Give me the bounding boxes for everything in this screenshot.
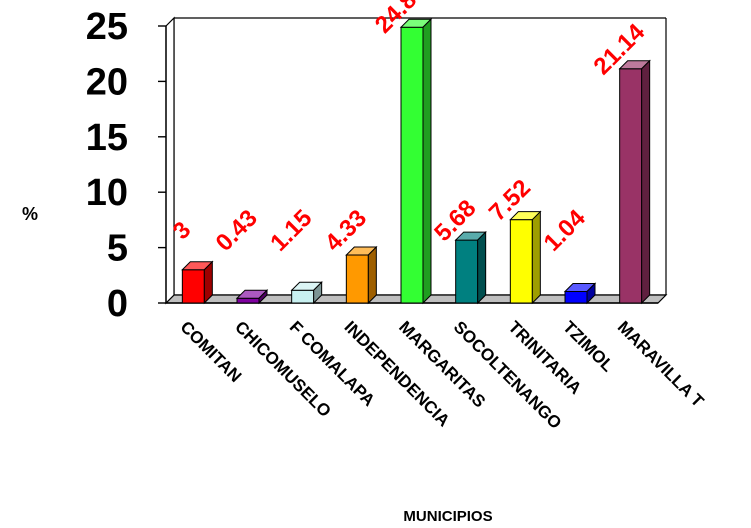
y-axis-title: % <box>22 204 38 224</box>
bar <box>399 18 433 305</box>
bar-side <box>586 282 596 305</box>
bar <box>454 230 487 305</box>
bar-side <box>313 281 323 305</box>
bar-front <box>509 219 533 304</box>
category-label: CHICOMUSELO <box>231 317 335 421</box>
side-wall <box>165 16 175 305</box>
bar-side <box>203 260 213 305</box>
value-label: 0.43 <box>211 205 263 257</box>
bar-front <box>455 239 479 304</box>
bar-front <box>400 26 424 304</box>
bar-side <box>422 18 432 305</box>
category-label: MARAVILLA T <box>614 317 708 411</box>
bar-side <box>641 59 651 305</box>
bar-front <box>564 290 588 304</box>
bar-side <box>477 230 487 305</box>
value-label: 1.15 <box>265 205 317 257</box>
bar-side <box>367 245 377 305</box>
bar <box>509 210 542 305</box>
y-tick-label: 10 <box>86 172 128 214</box>
bar-front <box>181 269 205 304</box>
y-tick-label: 5 <box>107 228 128 270</box>
y-axis-ticks: 0 5 10 15 20 25 <box>86 6 166 325</box>
bar <box>290 281 323 305</box>
x-axis-title: MUNICIPIOS <box>403 508 492 525</box>
bars <box>181 18 651 305</box>
bar <box>618 59 651 305</box>
bar-side <box>531 210 541 305</box>
bar <box>345 245 378 305</box>
bar-front <box>291 289 315 304</box>
bar-front <box>619 68 643 304</box>
y-tick-label: 25 <box>86 6 128 48</box>
y-tick-label: 0 <box>107 283 128 325</box>
bar-front <box>345 254 369 304</box>
bar-front <box>236 297 260 304</box>
bar <box>181 260 214 305</box>
y-tick-label: 15 <box>86 117 128 159</box>
value-label: 1.04 <box>539 204 592 257</box>
bar <box>235 289 269 305</box>
bar <box>563 282 597 305</box>
bar-side <box>258 289 268 305</box>
category-label: INDEPENDENCIA <box>341 317 454 430</box>
y-tick-label: 20 <box>86 61 128 103</box>
